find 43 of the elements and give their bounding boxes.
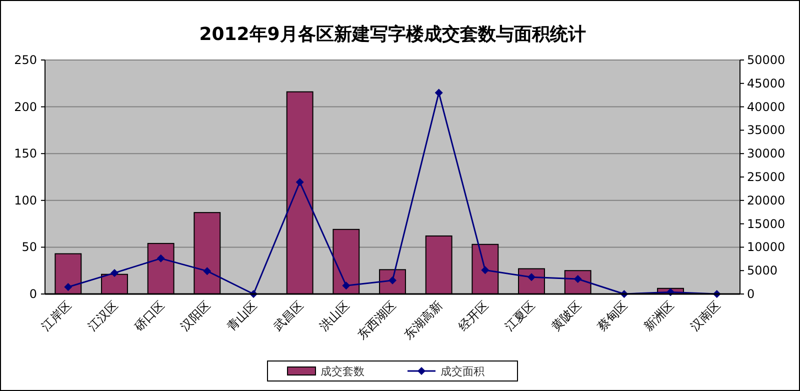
- legend-label: 成交套数: [320, 365, 364, 378]
- y2-tick-label: 25000: [747, 170, 786, 184]
- point: [64, 282, 72, 291]
- y-tick-label: 50: [22, 240, 37, 254]
- y2-tick-label: 30000: [747, 146, 786, 161]
- y2-tick-label: 15000: [747, 216, 786, 231]
- x-tick-label: 青山区: [224, 298, 260, 334]
- point: [203, 267, 212, 276]
- point: [110, 268, 118, 277]
- x-tick-label: 新洲区: [641, 298, 677, 334]
- y-tick-label: 250: [14, 53, 37, 67]
- x-tick-label: 黄陂区: [548, 298, 584, 334]
- chart-title: 2012年9月各区新建写字楼成交套数与面积统计: [199, 24, 586, 45]
- x-tick-label: 硚口区: [130, 298, 167, 334]
- x-tick-label: 东湖高新: [401, 298, 445, 342]
- legend-label: 成交面积: [440, 365, 484, 378]
- point: [434, 88, 443, 97]
- x-tick-label: 江岸区: [38, 298, 74, 334]
- x-tick-label: 武昌区: [270, 298, 306, 334]
- y2-tick-label: 45000: [747, 76, 786, 90]
- x-tick-label: 蔡甸区: [594, 298, 630, 334]
- y2-tick-label: 40000: [747, 100, 786, 114]
- y-tick-label: 150: [14, 146, 37, 161]
- y2-tick-label: 50000: [747, 53, 786, 67]
- point: [342, 282, 350, 290]
- y2-tick-label: 10000: [747, 240, 786, 254]
- x-tick-label: 经开区: [456, 298, 492, 334]
- y-tick-label: 0: [29, 287, 37, 301]
- x-tick-label: 汉南区: [688, 298, 723, 334]
- x-tick-label: 东西湖区: [354, 298, 399, 342]
- y-tick-label: 100: [14, 193, 37, 208]
- x-tick-label: 江夏区: [502, 298, 538, 334]
- y-tick-label: 200: [14, 100, 37, 114]
- point: [156, 254, 165, 262]
- x-tick-label: 洪山区: [316, 298, 352, 334]
- y2-tick-label: 0: [747, 287, 755, 301]
- point: [481, 266, 490, 274]
- point: [296, 178, 304, 186]
- y2-tick-label: 5000: [747, 264, 778, 278]
- x-tick-label: 汉阳区: [178, 298, 214, 334]
- x-tick-label: 江汉区: [85, 298, 121, 334]
- y2-tick-label: 20000: [747, 193, 786, 208]
- y2-tick-label: 35000: [747, 123, 786, 138]
